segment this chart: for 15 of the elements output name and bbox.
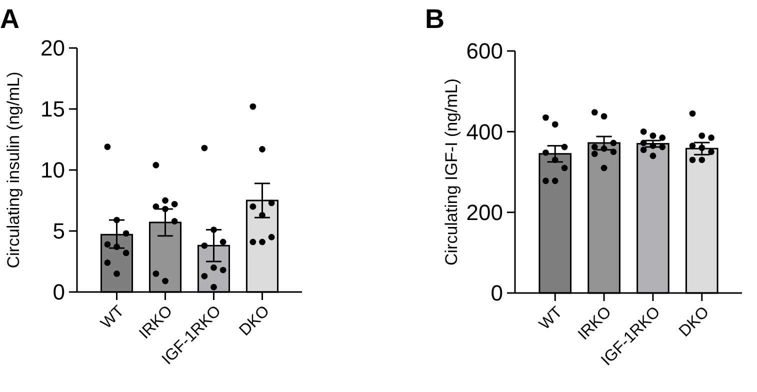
y-tick-label: 400 [466, 119, 503, 144]
x-tick-label: WT [536, 304, 566, 334]
y-tick-label: 15 [40, 96, 65, 122]
y-axis-title: Circulating IGF-I (ng/mL) [442, 78, 461, 266]
y-axis-title: Circulating insulin (ng/mL) [4, 72, 23, 268]
y-tick-label: 0 [490, 280, 503, 306]
y-tick-label: 0 [52, 280, 65, 305]
y-tick-label: 5 [52, 218, 65, 244]
y-tick-label: 600 [466, 38, 503, 64]
y-tick-label: 200 [466, 200, 503, 226]
chart-title: A [0, 4, 20, 34]
chart-title: B [425, 4, 444, 34]
y-tick-label: 10 [40, 158, 65, 183]
x-tick-label: WT [98, 302, 128, 332]
y-tick-label: 20 [40, 36, 65, 61]
